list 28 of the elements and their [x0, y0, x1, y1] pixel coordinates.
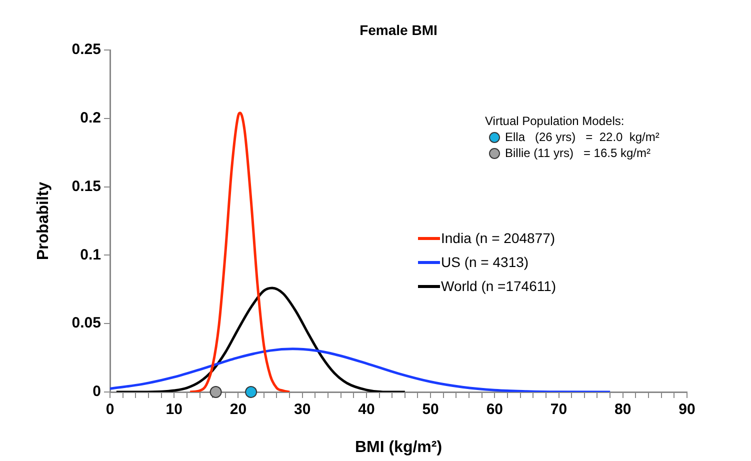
y-axis-title: Probabilty — [35, 182, 52, 260]
legend-title: Virtual Population Models: — [485, 112, 626, 129]
legend-label: India (n = 204877) — [441, 230, 556, 246]
x-tick-label: 70 — [550, 401, 568, 418]
x-tick-label: 90 — [678, 401, 696, 418]
y-tick-label: 0.2 — [80, 110, 101, 127]
y-tick-label: 0.05 — [72, 314, 101, 332]
line-series — [188, 112, 291, 392]
x-tick-label: 50 — [422, 401, 439, 418]
y-tick-label: 0.15 — [72, 178, 101, 195]
legend-label: Ella (26 yrs) = 22.0 kg/m² — [505, 130, 660, 144]
legend-label: US (n = 4313) — [441, 254, 529, 270]
legend-label: World (n =174611) — [441, 278, 556, 294]
x-tick-label: 60 — [486, 401, 504, 418]
x-tick-label: 0 — [106, 401, 114, 418]
y-tick-label: 0.25 — [72, 41, 101, 58]
legend-label: Billie (11 yrs) = 16.5 kg/m² — [505, 146, 650, 160]
y-tick-label: 0 — [92, 383, 101, 400]
line-series — [115, 286, 406, 392]
line-series — [110, 348, 612, 392]
x-axis-title: BMI (kg/m²) — [354, 438, 442, 456]
x-tick-label: 30 — [294, 401, 311, 418]
x-tick-label: 10 — [166, 401, 182, 418]
chart-title: Female BMI — [358, 22, 438, 38]
x-tick-label: 80 — [614, 401, 632, 418]
x-tick-label: 20 — [230, 401, 247, 418]
y-tick-label: 0.1 — [80, 246, 101, 264]
x-tick-label: 40 — [358, 401, 375, 418]
